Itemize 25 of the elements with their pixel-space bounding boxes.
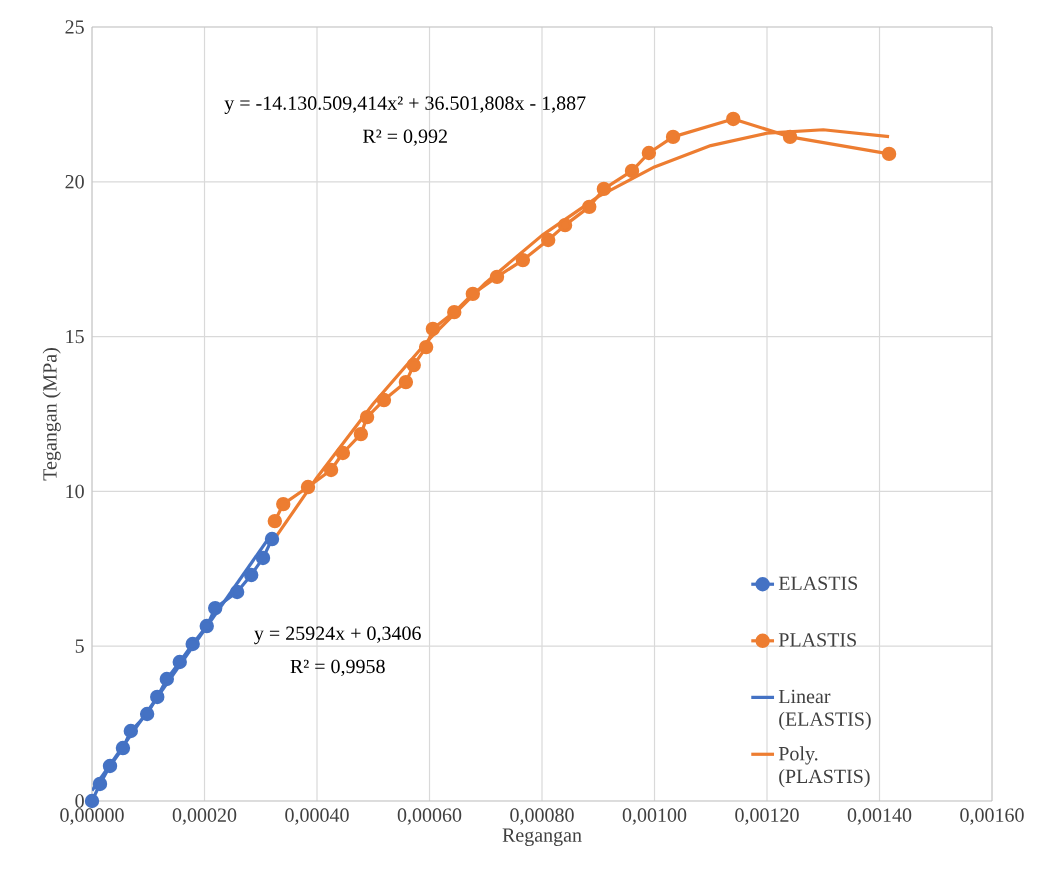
x-tick-label: 0,00120 — [735, 808, 799, 825]
y-tick-label: 0 — [75, 794, 84, 808]
x-tick-label: 0,00060 — [397, 808, 462, 825]
x-tick-label: 0,00160 — [960, 808, 1024, 825]
y-axis-title: Tegangan (MPa) — [42, 348, 61, 481]
legend-label: ELASTIS — [778, 576, 858, 591]
y-tick-label: 10 — [66, 484, 84, 499]
annotation: y = 25924x + 0,3406 — [254, 626, 421, 645]
x-tick-label: 0,00020 — [172, 808, 237, 825]
x-tick-label: 0,00140 — [847, 808, 912, 825]
annotation: y = -14.130.509,414x² + 36.501,808x - 1,887 — [224, 96, 586, 114]
annotation: R² = 0,992 — [362, 129, 447, 146]
legend-label: Linear (ELASTIS) — [778, 689, 871, 730]
y-tick-label: 5 — [75, 639, 84, 653]
x-tick-label: 0,00080 — [510, 808, 574, 825]
y-tick-label: 20 — [65, 175, 84, 189]
x-tick-label: 0,00000 — [60, 808, 124, 825]
x-axis-title: Regangan — [502, 828, 582, 846]
x-tick-label: 0,00100 — [622, 808, 687, 825]
legend-label: Poly. (PLASTIS) — [778, 746, 870, 788]
legend-label: PLASTIS — [778, 633, 856, 647]
y-tick-label: 15 — [66, 329, 84, 344]
x-tick-label: 0,00040 — [285, 808, 349, 825]
annotation: R² = 0,9958 — [290, 659, 385, 677]
y-tick-label: 25 — [65, 20, 84, 34]
